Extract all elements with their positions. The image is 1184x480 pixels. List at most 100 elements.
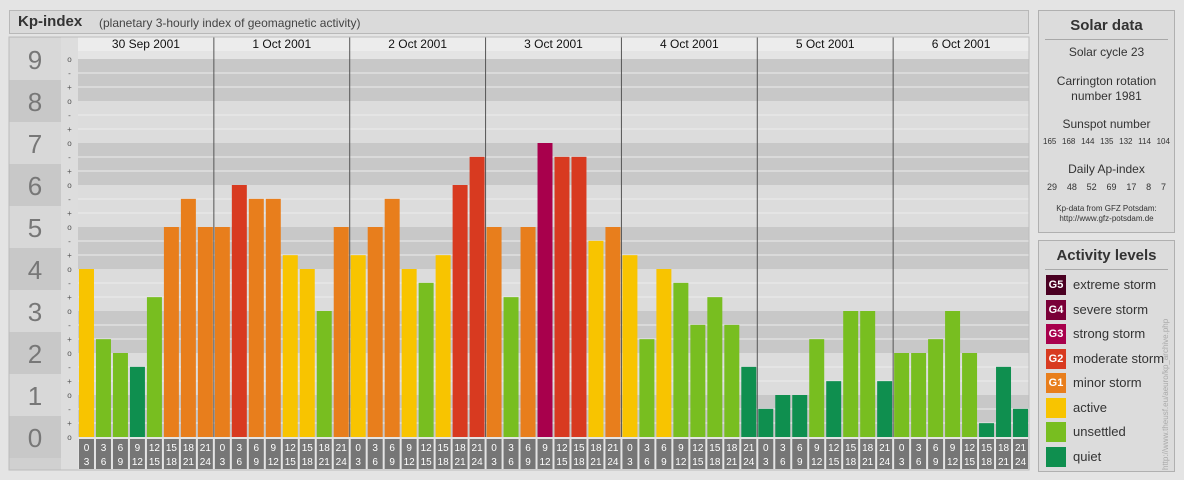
legend-swatch: G4 [1046,299,1066,320]
hour-label-start: 12 [285,443,297,454]
hour-label-end: 15 [964,457,976,468]
kp-bar [333,227,349,437]
hour-label-end: 18 [438,457,450,468]
day-label: 2 Oct 2001 [388,37,447,51]
y-minor-tick: o [67,181,72,190]
hour-label-start: 3 [916,443,922,454]
hour-label-start: 21 [743,443,755,454]
kp-bar [554,156,570,438]
hour-label-start: 0 [220,443,226,454]
hour-label-start: 6 [933,443,939,454]
hour-label-start: 15 [981,443,993,454]
hour-label-start: 3 [101,443,107,454]
hour-cell [860,439,876,469]
hour-cell [690,439,706,469]
hour-label-end: 12 [268,457,280,468]
hour-label-end: 12 [947,457,959,468]
solar-data-panel: Solar data Solar cycle 23 Carrington rot… [1038,10,1175,233]
y-minor-tick: o [67,433,72,442]
kp-bar [707,297,723,437]
hour-cell [758,439,774,469]
y-axis-band [9,374,61,416]
hour-label-start: 9 [542,443,548,454]
hour-label-start: 21 [607,443,619,454]
hour-cell [282,439,298,469]
hour-cell [639,439,655,469]
hour-label-end: 3 [84,457,90,468]
day-label: 4 Oct 2001 [660,37,719,51]
activity-levels-divider [1045,269,1168,270]
hour-cell [469,439,485,469]
hour-label-end: 6 [780,457,786,468]
hour-label-start: 6 [118,443,124,454]
hour-label-start: 9 [678,443,684,454]
kp-bar [129,366,145,437]
hour-cell [707,439,723,469]
y-axis-band [9,206,61,248]
hour-label-end: 6 [508,457,514,468]
hour-label-start: 6 [797,443,803,454]
hour-label-start: 21 [472,443,484,454]
sunspot-value: 165 [1043,137,1057,146]
y-axis-band [9,248,61,290]
legend-swatch [1046,397,1066,418]
hour-label-end: 18 [302,457,314,468]
y-tick-label: 5 [28,213,42,243]
hour-cell [486,439,502,469]
hour-label-start: 3 [780,443,786,454]
kp-bar [775,395,791,437]
kp-bar [877,381,893,437]
hour-cell [367,439,383,469]
hour-label-start: 15 [438,443,450,454]
hour-label-start: 3 [237,443,243,454]
kp-bar [622,255,638,437]
hour-cell [571,439,587,469]
hour-label-end: 15 [828,457,840,468]
y-axis-band [9,164,61,206]
y-tick-label: 4 [28,255,42,285]
hour-cell [79,439,94,469]
kp-bar [911,353,927,437]
solar-cycle: Solar cycle 23 [1068,45,1145,59]
kp-bar [520,227,536,437]
y-minor-tick: + [67,293,72,302]
legend-swatch [1046,446,1066,467]
y-tick-label: 0 [28,423,42,453]
hour-cell [554,439,570,469]
kp-bar [384,198,400,437]
day-label: 1 Oct 2001 [252,37,311,51]
chart-subtitle: (planetary 3-hourly index of geomagnetic… [99,16,361,30]
hour-cell [163,439,179,469]
hour-cell [588,439,604,469]
day-label: 30 Sep 2001 [112,37,180,51]
hour-label-end: 15 [149,457,161,468]
hour-label-start: 15 [302,443,314,454]
hour-label-end: 18 [573,457,585,468]
ap-index-label: Daily Ap-index [1068,162,1145,176]
hour-cell [724,439,740,469]
hour-label-end: 21 [726,457,738,468]
hour-label-start: 9 [271,443,277,454]
hour-label-end: 21 [319,457,331,468]
hour-label-start: 12 [149,443,161,454]
hour-cell [95,439,111,469]
kp-bar [809,339,825,437]
kp-bar [894,353,910,437]
kp-band [78,59,1029,101]
kp-bar [792,395,808,437]
hour-cell [316,439,332,469]
hour-label-start: 12 [556,443,568,454]
hour-label-start: 18 [590,443,602,454]
kp-bar [571,156,587,438]
ap-index-value: 69 [1106,182,1117,192]
day-label: 5 Oct 2001 [796,37,855,51]
hour-label-end: 6 [916,457,922,468]
hour-label-end: 9 [661,457,667,468]
ap-index-value: 48 [1066,182,1077,192]
hour-label-start: 0 [899,443,905,454]
sunspot-label: Sunspot number [1062,117,1151,131]
kp-bar [418,282,434,437]
hour-label-start: 18 [726,443,738,454]
legend-swatch: G3 [1046,324,1066,344]
y-minor-tick: - [68,363,71,372]
